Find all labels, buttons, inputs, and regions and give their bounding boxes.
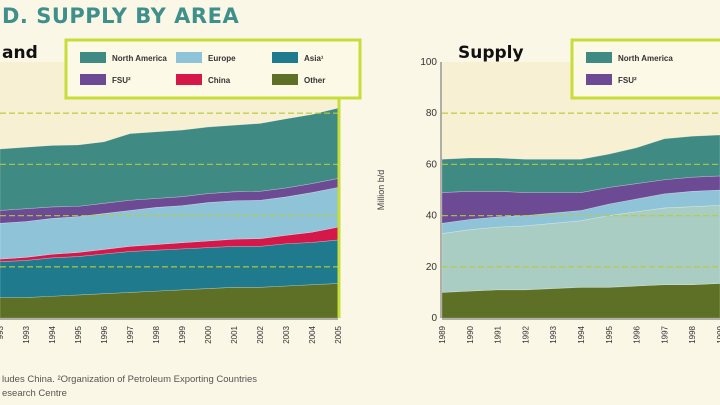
figure-title: D. SUPPLY BY AREA	[2, 4, 240, 28]
legend-swatch-fsu	[80, 74, 106, 85]
x-tick-label: 1995	[605, 325, 614, 343]
y-tick-label: 0	[431, 313, 437, 324]
x-tick-label: 1996	[100, 325, 109, 343]
x-tick-label: 1994	[48, 325, 57, 343]
x-tick-label: 2005	[334, 325, 343, 343]
x-tick-label: 1995	[74, 325, 83, 343]
footnote-2: esearch Centre	[2, 388, 67, 399]
legend-swatch-other	[272, 74, 298, 85]
legend-label-asia: Asia¹	[304, 54, 324, 63]
x-tick-label: 1992	[521, 325, 530, 343]
legend-label-fsu: FSU²	[112, 76, 131, 85]
x-tick-label: 1991	[494, 325, 503, 343]
x-tick-label: 1996	[633, 325, 642, 343]
x-tick-label: 1993	[549, 325, 558, 343]
x-tick-label: 2000	[204, 325, 213, 343]
legend-swatch-north-america	[586, 52, 612, 63]
legend-label-europe: Europe	[208, 54, 236, 63]
legend-label-north-america: North America	[618, 54, 673, 63]
y-axis-label: Million b/d	[376, 170, 386, 211]
x-tick-label: 1990	[466, 325, 475, 343]
legend-swatch-europe	[176, 52, 202, 63]
y-tick-label: 80	[426, 108, 438, 119]
x-tick-label: 2004	[308, 325, 317, 343]
x-tick-label: 2002	[256, 325, 265, 343]
x-tick-label: 1999	[178, 325, 187, 343]
footnote-1: ludes China. ²Organization of Petroleum …	[2, 374, 258, 385]
legend-box	[570, 38, 720, 100]
y-tick-label: 100	[420, 57, 437, 68]
x-tick-label: 993	[0, 325, 5, 339]
x-tick-label: 1997	[126, 325, 135, 343]
legend-label-fsu: FSU²	[618, 76, 637, 85]
y-tick-label: 40	[426, 211, 438, 222]
x-tick-label: 1993	[22, 325, 31, 343]
x-tick-label: 1994	[577, 325, 586, 343]
x-tick-label: 1999	[716, 325, 720, 343]
x-tick-label: 1998	[688, 325, 697, 343]
legend-swatch-china	[176, 74, 202, 85]
y-tick-label: 20	[426, 262, 438, 273]
legend-box	[64, 38, 362, 100]
x-tick-label: 1998	[152, 325, 161, 343]
legend-swatch-fsu	[586, 74, 612, 85]
x-tick-label: 2003	[282, 325, 291, 343]
y-tick-label: 60	[426, 159, 438, 170]
x-tick-label: 1989	[438, 325, 447, 343]
x-tick-label: 1997	[660, 325, 669, 343]
legend-label-china: China	[208, 76, 231, 85]
legend-label-north-america: North America	[112, 54, 167, 63]
legend-swatch-north-america	[80, 52, 106, 63]
panel-title: Supply	[458, 43, 524, 63]
legend-swatch-asia	[272, 52, 298, 63]
panel-title: and	[2, 43, 38, 63]
x-tick-label: 2001	[230, 325, 239, 343]
legend-label-other: Other	[304, 76, 325, 85]
